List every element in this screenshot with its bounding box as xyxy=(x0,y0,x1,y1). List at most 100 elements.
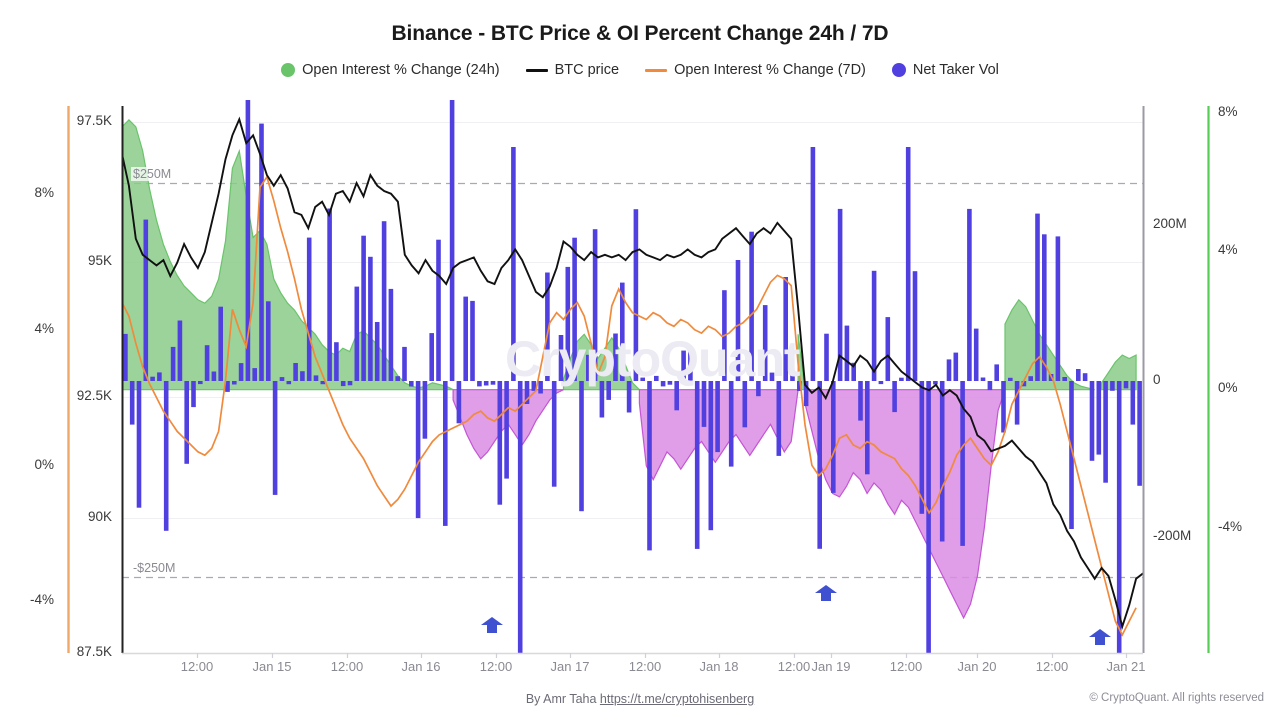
net-taker-vol-bar xyxy=(123,333,128,381)
net-taker-vol-bar xyxy=(626,381,632,413)
net-taker-vol-bar xyxy=(184,381,189,464)
net-taker-vol-bar xyxy=(667,381,673,385)
net-taker-vol-bar xyxy=(198,381,203,385)
legend-item-oi-24h[interactable]: Open Interest % Change (24h) xyxy=(281,62,500,78)
net-taker-vol-bar xyxy=(803,381,809,407)
net-taker-vol-bar xyxy=(354,286,360,381)
net-taker-vol-bar xyxy=(674,381,679,411)
net-taker-vol-bar xyxy=(694,381,700,549)
net-taker-vol-bar xyxy=(436,239,441,381)
net-taker-vol-bar xyxy=(776,381,782,456)
net-taker-vol-bar xyxy=(728,381,734,467)
net-taker-vol-bar xyxy=(163,381,169,531)
net-taker-vol-bar xyxy=(545,272,550,381)
net-taker-vol-bar xyxy=(143,219,149,381)
ytick-pct-right: -4% xyxy=(1218,519,1243,534)
net-taker-vol-bar xyxy=(660,381,666,387)
net-taker-vol-bar xyxy=(368,256,373,381)
legend-item-net-taker-vol[interactable]: Net Taker Vol xyxy=(891,62,999,78)
net-taker-vol-bar xyxy=(586,354,591,381)
net-taker-vol-bar xyxy=(715,381,720,453)
net-taker-vol-bar xyxy=(599,381,605,418)
oi-7d-line xyxy=(122,175,1137,637)
net-taker-vol-bar xyxy=(1082,373,1088,381)
footer-credit: By Amr Taha https://t.me/cryptohisenberg xyxy=(0,692,1280,706)
xtick-5: Jan 17 xyxy=(550,659,590,674)
net-taker-vol-bar xyxy=(347,381,353,386)
net-taker-vol-bar xyxy=(871,270,877,381)
net-taker-vol-bar xyxy=(967,208,972,381)
legend-label: Open Interest % Change (24h) xyxy=(302,62,500,78)
net-taker-vol-bar xyxy=(606,381,611,400)
annotation-plus-250m: $250M xyxy=(131,167,174,181)
net-taker-vol-bar xyxy=(129,381,135,425)
net-taker-vol-bar xyxy=(654,375,659,381)
net-taker-vol-bar xyxy=(1001,381,1006,433)
net-taker-vol-bar xyxy=(1130,381,1136,425)
footer-link[interactable]: https://t.me/cryptohisenberg xyxy=(599,692,755,706)
net-taker-vol-bar xyxy=(470,300,475,381)
net-taker-vol-bar xyxy=(933,381,938,385)
net-taker-vol-bar xyxy=(511,147,516,381)
net-taker-vol-bar xyxy=(946,359,952,381)
arrow-marker-icon xyxy=(815,585,837,601)
net-taker-vol-bar xyxy=(259,123,264,381)
net-taker-vol-bar xyxy=(688,348,693,381)
ytick-pct-left: -4% xyxy=(29,592,54,607)
xtick-1: Jan 15 xyxy=(252,659,292,674)
page-title: Binance - BTC Price & OI Percent Change … xyxy=(391,22,889,45)
net-taker-vol-bar xyxy=(443,381,448,526)
net-taker-vol-bar xyxy=(735,260,741,381)
xtick-2: 12:00 xyxy=(330,659,364,674)
net-taker-vol-bar xyxy=(797,381,802,391)
xtick-12: 12:00 xyxy=(1035,659,1069,674)
net-taker-vol-bar xyxy=(211,371,217,381)
reference-lines xyxy=(122,182,1143,579)
net-taker-vol-bar xyxy=(191,381,196,408)
net-taker-vol-bar xyxy=(409,381,414,387)
net-taker-vol-bar xyxy=(844,325,850,381)
net-taker-vol-bar xyxy=(633,209,639,381)
net-taker-vol-bar xyxy=(817,381,822,549)
net-taker-vol-bar xyxy=(313,375,319,381)
net-taker-vol-bar xyxy=(1089,381,1095,461)
net-taker-vol-bar xyxy=(1103,381,1108,483)
net-taker-vol-bar xyxy=(572,237,577,381)
net-taker-vol-bar xyxy=(497,381,503,505)
net-taker-vol-bar xyxy=(483,381,489,386)
net-taker-vol-bar xyxy=(538,381,543,394)
net-taker-vol-bar xyxy=(1116,381,1122,653)
arrow-markers xyxy=(481,585,1111,645)
net-taker-vol-bar xyxy=(504,381,509,479)
xtick-4: 12:00 xyxy=(479,659,513,674)
net-taker-vol-bar xyxy=(565,266,571,381)
net-taker-vol-bar xyxy=(456,381,462,424)
xtick-10: 12:00 xyxy=(889,659,923,674)
net-taker-vol-bar xyxy=(415,381,421,519)
net-taker-vol-bar xyxy=(286,381,292,385)
net-taker-vol-bar xyxy=(1062,377,1067,381)
net-taker-vol-bar xyxy=(592,229,598,381)
net-taker-vol-bar xyxy=(973,328,979,381)
net-taker-vol-bar xyxy=(157,372,162,381)
net-taker-vol-bars xyxy=(123,100,1142,653)
net-taker-vol-bar xyxy=(524,381,530,404)
ytick-price: 87.5K xyxy=(76,644,112,659)
net-taker-vol-bar xyxy=(742,381,748,428)
net-taker-vol-bar xyxy=(579,381,584,512)
net-taker-vol-bar xyxy=(640,377,645,381)
legend-label: Open Interest % Change (7D) xyxy=(674,62,866,78)
net-taker-vol-bar xyxy=(252,368,257,381)
net-taker-vol-bar xyxy=(708,381,714,531)
net-taker-vol-bar xyxy=(620,282,625,381)
net-taker-vol-bar xyxy=(334,342,339,381)
net-taker-vol-bar xyxy=(402,346,407,381)
net-taker-vol-bar xyxy=(374,322,380,381)
legend-item-oi-7d[interactable]: Open Interest % Change (7D) xyxy=(645,62,866,78)
net-taker-vol-bar xyxy=(783,277,788,381)
legend-item-btc-price[interactable]: BTC price xyxy=(525,62,619,78)
net-taker-vol-bar xyxy=(831,381,836,493)
net-taker-vol-bar xyxy=(756,381,761,397)
net-taker-vol-bar xyxy=(238,363,244,381)
